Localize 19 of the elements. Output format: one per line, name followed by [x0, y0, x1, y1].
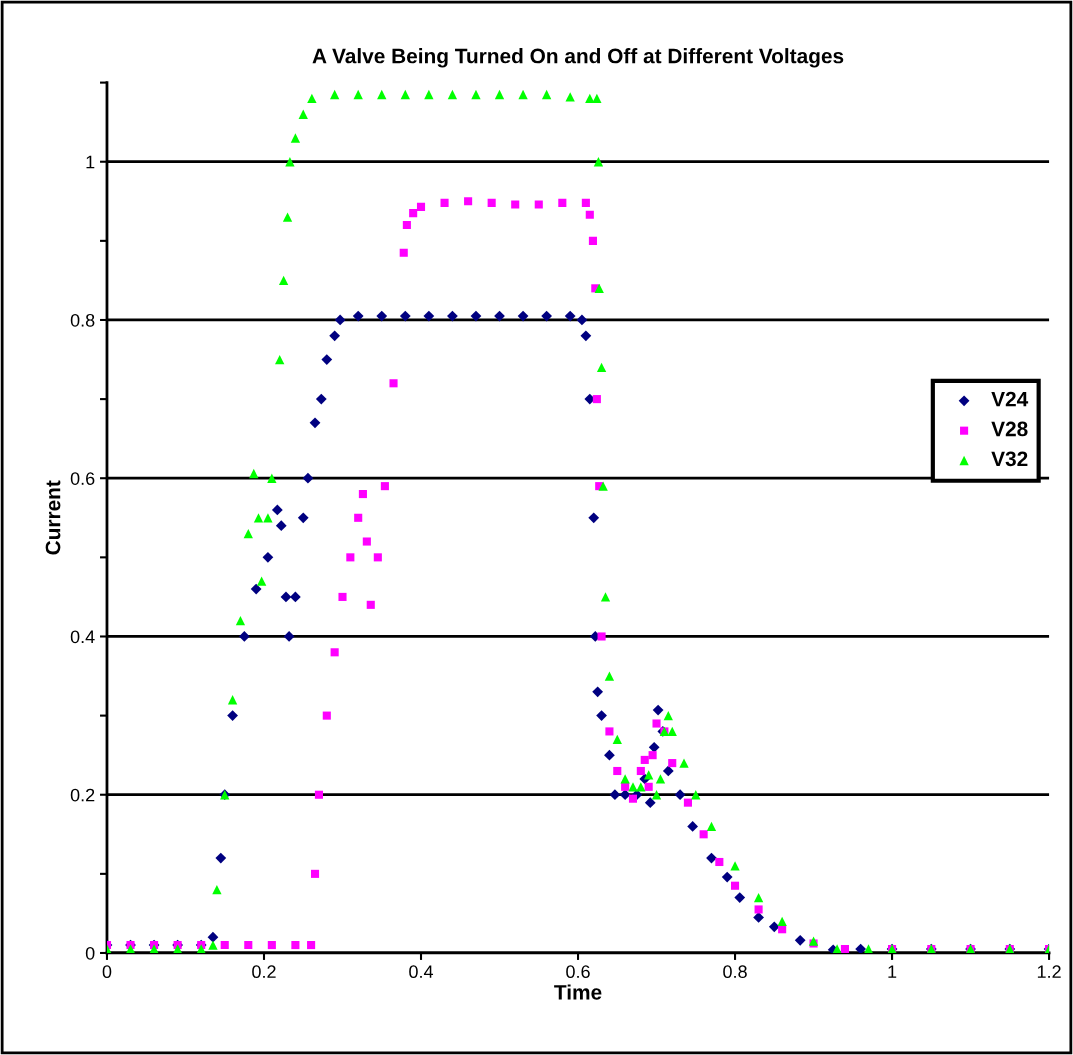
x-axis-title: Time: [554, 984, 602, 1000]
legend-label: V24: [991, 391, 1029, 407]
x-tick-label: 1.2: [1037, 965, 1061, 978]
legend-label: V28: [991, 421, 1028, 437]
y-tick-label: 0: [85, 946, 95, 960]
y-tick-label: 0.8: [70, 313, 95, 327]
x-tick-label: 0.8: [723, 965, 747, 979]
y-tick-label: 0.2: [70, 788, 95, 802]
y-axis-title: Current: [45, 480, 61, 555]
x-tick-label: 1: [888, 965, 897, 978]
x-tick-label: 0.6: [566, 965, 590, 979]
chart-title: A Valve Being Turned On and Off at Different Voltages: [312, 48, 844, 68]
y-tick-label: 0.6: [70, 472, 95, 485]
y-tick-label: 0.4: [70, 630, 95, 644]
x-tick-label: 0.2: [252, 965, 276, 979]
x-tick-label: 0: [102, 965, 112, 979]
legend-label: V32: [991, 451, 1028, 467]
y-tick-label: 1: [86, 155, 95, 169]
x-tick-label: 0.4: [409, 965, 434, 979]
